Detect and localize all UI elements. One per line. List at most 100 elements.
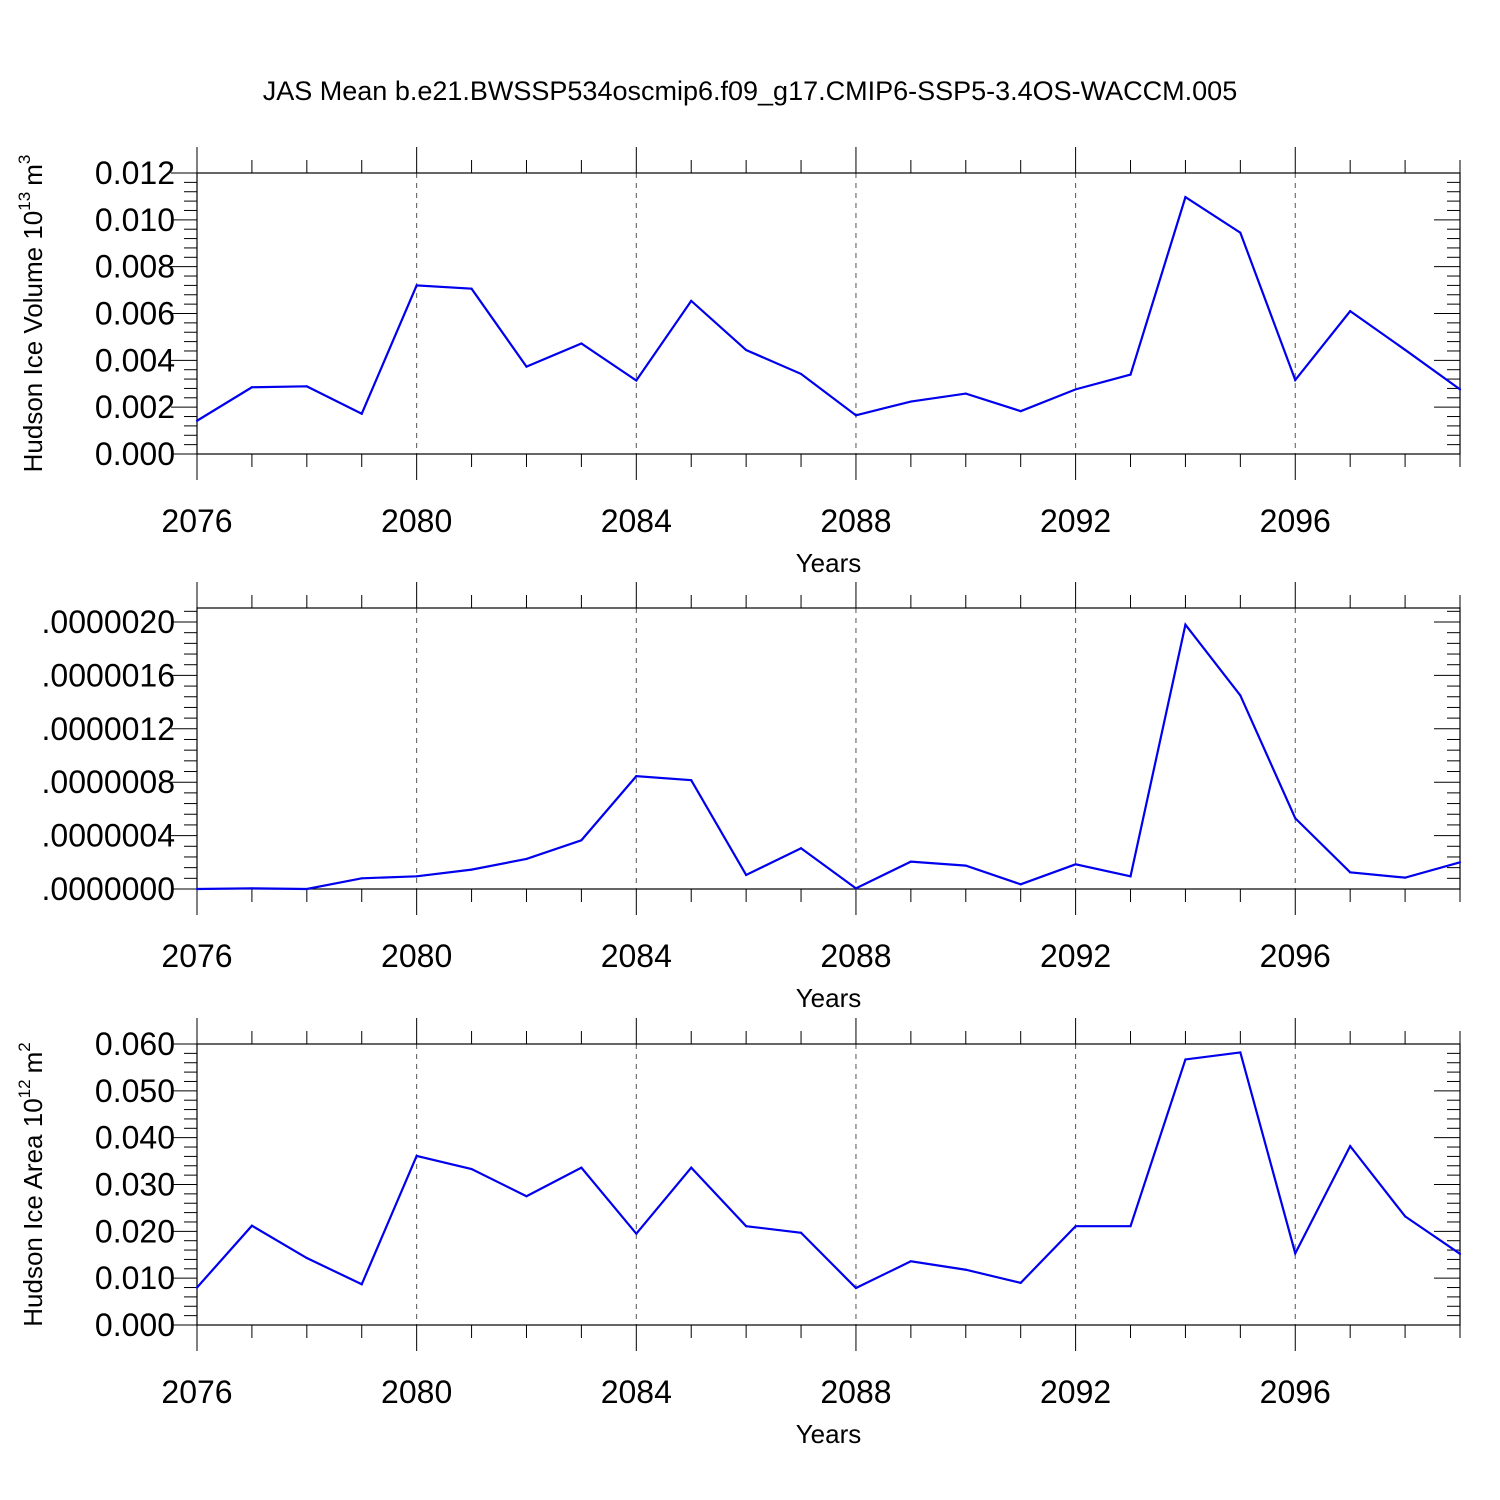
- y-axis-title-text: Hudson Ice Volume 10: [18, 211, 48, 473]
- x-tick-label: 2096: [1260, 503, 1331, 539]
- data-point: [360, 412, 363, 415]
- x-tick-label: 2076: [161, 1374, 232, 1410]
- y-tick-label: .0000012: [42, 711, 175, 747]
- data-point: [964, 864, 967, 867]
- data-point: [964, 1268, 967, 1271]
- x-tick-label: 2092: [1040, 1374, 1111, 1410]
- y-axis-title-exponent: 12: [15, 1079, 34, 1098]
- data-point: [580, 839, 583, 842]
- x-axis-title: Years: [796, 1419, 862, 1449]
- data-point: [1403, 876, 1407, 879]
- y-axis-title-exponent: 13: [15, 192, 34, 211]
- data-point: [305, 1256, 308, 1260]
- y-tick-label: 0.030: [95, 1167, 175, 1203]
- data-point: [1458, 861, 1462, 864]
- figure-title: JAS Mean b.e21.BWSSP534oscmip6.f09_g17.C…: [263, 76, 1237, 106]
- x-tick-label: 2076: [161, 503, 232, 539]
- data-point: [470, 868, 473, 871]
- x-tick-label: 2088: [820, 1374, 891, 1410]
- data-point: [195, 1286, 199, 1289]
- x-tick-label: 2092: [1040, 503, 1111, 539]
- data-point: [964, 392, 967, 395]
- data-point: [745, 1225, 748, 1228]
- x-axis-title: Years: [796, 548, 862, 578]
- y-axis-title-text: Hudson Ice Area 10: [18, 1098, 48, 1326]
- y-axis-title-unit-exponent: 2: [15, 1042, 34, 1051]
- x-axis-title: Years: [796, 983, 862, 1013]
- x-tick-label: 2076: [161, 938, 232, 974]
- data-point: [250, 386, 254, 389]
- data-point: [799, 372, 803, 376]
- data-point: [580, 1166, 583, 1169]
- y-tick-label: 0.010: [95, 1260, 175, 1296]
- data-point: [1294, 378, 1297, 382]
- y-tick-label: .0000008: [42, 764, 175, 800]
- x-tick-label: 2092: [1040, 938, 1111, 974]
- y-tick-label: 0.008: [95, 249, 175, 285]
- ice-volume-panel: 0.000 0.002 0.004 0.006 0.008 0.010 0.012 2076 2…: [15, 147, 1462, 578]
- plot-frame: [196, 607, 1461, 890]
- data-point: [580, 342, 583, 345]
- data-point: [1294, 817, 1297, 820]
- data-point: [909, 1260, 912, 1263]
- data-point: [195, 887, 199, 891]
- y-tick-label: .0000020: [42, 604, 175, 640]
- x-tick-label: 2080: [381, 938, 452, 974]
- data-point: [1129, 1225, 1132, 1228]
- data-point: [690, 299, 693, 302]
- data-point: [415, 1154, 418, 1158]
- x-tick-label: 2088: [820, 503, 891, 539]
- y-axis-title-unit: m: [18, 1052, 48, 1074]
- x-tick-label: 2080: [381, 1374, 452, 1410]
- data-point: [1349, 310, 1352, 313]
- y-tick-label: 0.002: [95, 389, 175, 425]
- data-point: [1019, 883, 1022, 886]
- data-point: [1349, 871, 1352, 874]
- data-point: [635, 379, 638, 382]
- series-line: [196, 622, 1461, 891]
- y-tick-label: 0.004: [95, 342, 175, 378]
- y-tick-label: 0.020: [95, 1213, 175, 1249]
- data-point: [909, 400, 912, 403]
- data-point: [250, 887, 254, 890]
- data-point: [854, 414, 858, 417]
- data-point: [195, 419, 199, 422]
- data-point: [305, 385, 308, 388]
- data-point: [690, 779, 693, 782]
- y-tick-label: .0000004: [42, 818, 175, 854]
- data-point: [635, 1232, 638, 1235]
- data-point: [360, 1283, 363, 1286]
- data-point: [525, 1195, 528, 1198]
- data-point: [1239, 1051, 1242, 1054]
- y-axis-title-unit: m: [18, 164, 48, 186]
- y-tick-label: 0.000: [95, 1307, 175, 1343]
- data-point: [1349, 1144, 1352, 1148]
- series-line: [196, 1051, 1461, 1290]
- data-point: [1403, 348, 1407, 351]
- plot-frame: [196, 1043, 1461, 1326]
- data-point: [1239, 231, 1242, 234]
- data-point: [525, 857, 528, 861]
- x-tick-label: 2080: [381, 503, 452, 539]
- data-point: [1074, 863, 1077, 866]
- data-point: [1294, 1252, 1297, 1255]
- data-point: [745, 348, 748, 352]
- x-tick-label: 2084: [601, 503, 672, 539]
- y-tick-label: .0000000: [42, 871, 175, 907]
- x-tick-label: 2084: [601, 938, 672, 974]
- data-point: [1184, 196, 1187, 199]
- data-point: [1074, 388, 1077, 391]
- data-point: [1403, 1215, 1407, 1218]
- data-point: [1239, 694, 1242, 697]
- y-tick-label: 0.010: [95, 202, 175, 238]
- data-point: [415, 284, 418, 287]
- y-axis-title: Hudson Ice Volume 1013 m3: [15, 155, 48, 473]
- data-point: [470, 287, 473, 290]
- y-tick-label: 0.012: [95, 155, 175, 191]
- data-point: [1458, 1252, 1462, 1255]
- data-point: [250, 1224, 254, 1227]
- y-tick-label: 0.040: [95, 1120, 175, 1156]
- data-point: [799, 847, 803, 850]
- data-point: [525, 365, 528, 368]
- data-point: [470, 1167, 473, 1171]
